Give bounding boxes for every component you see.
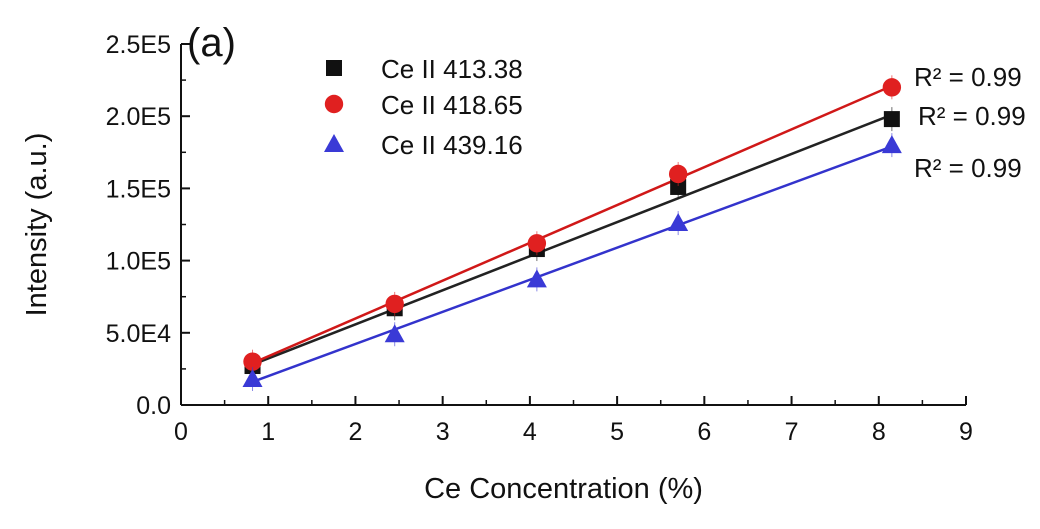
x-tick-label: 6 (697, 418, 711, 446)
x-tick-label: 0 (174, 418, 188, 446)
x-tick-label: 9 (959, 418, 973, 446)
r2-label: R² = 0.99 (914, 62, 1022, 92)
point-circle (882, 78, 902, 97)
legend-marker-square (326, 60, 342, 76)
y-tick-label: 5.0E4 (106, 320, 171, 348)
x-tick-label: 2 (348, 418, 362, 446)
x-axis-title: Ce Concentration (%) (424, 473, 703, 505)
y-tick-label: 0.0 (136, 392, 171, 420)
fit-line-circle (252, 84, 893, 365)
point-triangle (242, 369, 263, 388)
point-triangle (881, 135, 902, 154)
point-circle (527, 234, 547, 253)
x-tick-label: 5 (610, 418, 624, 446)
x-tick-label: 8 (872, 418, 886, 446)
y-axis-title: Intensity (a.u.) (21, 133, 53, 317)
point-circle (243, 352, 262, 371)
data-points (242, 75, 902, 392)
point-circle (668, 164, 688, 184)
legend-marker-circle (324, 94, 344, 114)
point-square (670, 178, 687, 195)
point-circle (385, 294, 404, 314)
annotations: (a) R² = 0.99 R² = 0.99 R² = 0.99 (187, 21, 1026, 183)
point-square (883, 111, 900, 128)
point-triangle (384, 324, 405, 343)
x-tick-label: 7 (785, 418, 799, 446)
y-tick-label: 1.5E5 (106, 175, 171, 203)
point-triangle (668, 213, 689, 232)
panel-label: (a) (187, 21, 236, 65)
y-tick-label: 2.0E5 (106, 103, 171, 131)
fit-lines (252, 84, 893, 384)
r2-label: R² = 0.99 (914, 153, 1022, 183)
fit-line-triangle (252, 145, 893, 384)
legend-marker-triangle (324, 134, 344, 152)
point-triangle (526, 269, 547, 288)
axes: 0 1 2 3 4 5 6 7 8 9 0.0 5.0E4 1.0E5 1.5E5 2.0E5 2.5E5 Ce… (21, 31, 973, 505)
x-tick-label: 1 (261, 418, 275, 446)
legend-label: Ce II 413.38 (381, 54, 523, 84)
legend-label: Ce II 418.65 (381, 90, 523, 120)
y-tick-label: 1.0E5 (106, 248, 171, 276)
r2-label: R² = 0.99 (918, 101, 1026, 131)
legend: Ce II 413.38 Ce II 418.65 Ce II 439.16 (324, 54, 523, 160)
legend-label: Ce II 439.16 (381, 130, 523, 160)
x-tick-label: 4 (523, 418, 537, 446)
x-tick-label: 3 (436, 418, 450, 446)
y-tick-label: 2.5E5 (106, 31, 171, 59)
fit-line-square (252, 113, 893, 366)
